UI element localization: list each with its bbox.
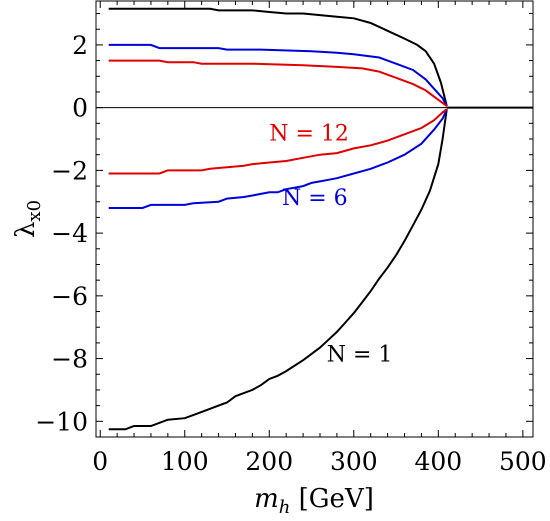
y-tick-label: −4 bbox=[51, 219, 88, 248]
series-line-n-6-upper bbox=[108, 43, 448, 107]
x-axis-label: mh [GeV] bbox=[254, 484, 374, 516]
series-line-n-6-lower bbox=[108, 108, 448, 209]
series-line-n-12-upper bbox=[108, 59, 448, 107]
series-line-n-12-lower bbox=[108, 108, 448, 175]
annotation-n12: N = 12 bbox=[269, 122, 349, 147]
x-axis-label-sub: h bbox=[279, 497, 291, 516]
x-axis-ticks: 0 100 200 300 400 500 bbox=[92, 1, 547, 476]
y-tick-label: 0 bbox=[72, 94, 88, 123]
x-tick-label: 300 bbox=[330, 447, 378, 476]
y-axis-label-sub: x0 bbox=[24, 200, 45, 222]
x-axis-label-main: m bbox=[254, 484, 279, 514]
x-tick-label: 500 bbox=[499, 447, 547, 476]
annotation-n1: N = 1 bbox=[327, 343, 393, 368]
y-tick-label: 2 bbox=[72, 31, 88, 60]
annotation-layer: N = 12 N = 6 N = 1 bbox=[269, 122, 392, 368]
y-axis-label-main: λ bbox=[11, 222, 41, 238]
x-tick-label: 0 bbox=[92, 447, 108, 476]
y-tick-label: −2 bbox=[51, 156, 88, 185]
x-tick-label: 100 bbox=[161, 447, 209, 476]
y-tick-label: −6 bbox=[51, 282, 88, 311]
annotation-n6: N = 6 bbox=[282, 186, 348, 211]
series-layer bbox=[108, 7, 533, 431]
series-line-n-1-lower bbox=[108, 109, 448, 431]
y-axis-label: λx0 bbox=[11, 200, 45, 238]
x-axis-label-unit: [GeV] bbox=[290, 484, 373, 514]
x-tick-label: 200 bbox=[245, 447, 293, 476]
x-tick-label: 400 bbox=[414, 447, 462, 476]
y-axis-ticks: 2 0 −2 −4 −6 −8 −10 bbox=[35, 13, 533, 436]
y-tick-label: −8 bbox=[51, 345, 88, 374]
series-line-n-1-upper bbox=[108, 7, 448, 107]
y-tick-label: −10 bbox=[35, 407, 88, 436]
plot-frame bbox=[95, 0, 534, 438]
